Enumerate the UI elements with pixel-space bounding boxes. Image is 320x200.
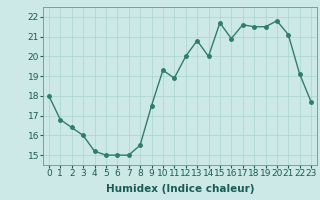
X-axis label: Humidex (Indice chaleur): Humidex (Indice chaleur) [106,184,254,194]
